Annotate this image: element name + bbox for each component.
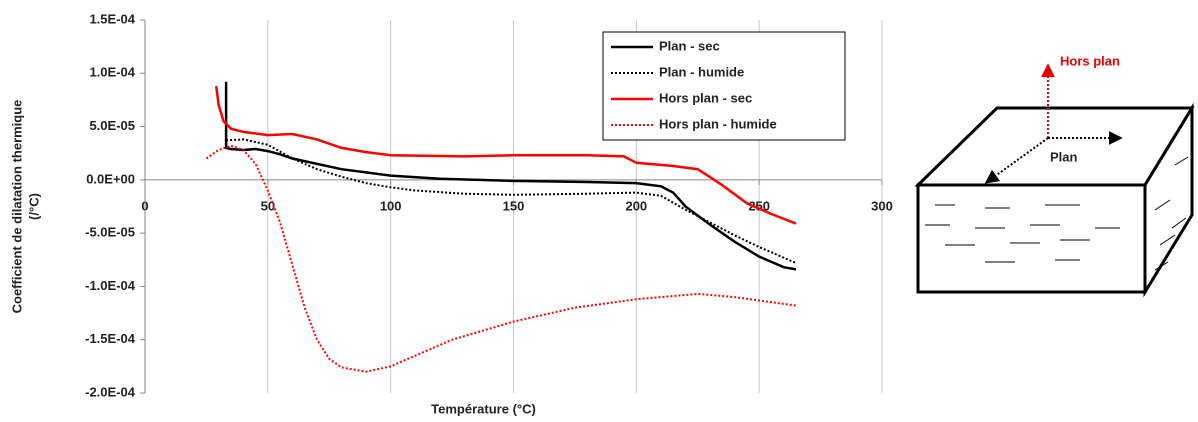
x-tick-label: 100 — [380, 198, 402, 213]
legend-label: Plan - sec — [659, 38, 720, 53]
data-line — [205, 144, 797, 373]
x-tick-label: 200 — [625, 198, 647, 213]
in-plane-arrow — [984, 137, 1049, 184]
y-tick-label: -1.0E-04 — [85, 278, 136, 293]
y-axis-label: (/°C) — [26, 193, 41, 220]
data-line — [214, 85, 797, 225]
data-line — [224, 81, 797, 271]
x-tick-label: 250 — [748, 198, 770, 213]
y-tick-label: 0.0E+00 — [86, 171, 135, 186]
specimen-diagram: Hors plan Plan — [914, 53, 1195, 298]
chart: 0501001502002503001.5E-041.0E-045.0E-050… — [9, 11, 892, 416]
legend-label: Plan - humide — [659, 64, 744, 79]
y-axis-label: Coefficient de dilatation thermique — [9, 100, 24, 314]
y-tick-label: -1.5E-04 — [85, 331, 136, 346]
y-tick-label: -2.0E-04 — [85, 384, 136, 399]
x-tick-label: 300 — [871, 198, 893, 213]
fibers — [925, 156, 1189, 271]
out-of-plane-label: Hors plan — [1060, 53, 1120, 68]
y-tick-label: -5.0E-05 — [85, 225, 135, 240]
box-front — [916, 183, 1147, 294]
y-tick-label: 5.0E-05 — [89, 118, 135, 133]
y-tick-label: 1.0E-04 — [89, 65, 135, 80]
legend-box — [602, 31, 846, 141]
legend-label: Hors plan - sec — [659, 90, 752, 105]
x-axis-label: Température (°C) — [431, 401, 536, 416]
x-tick-label: 150 — [503, 198, 525, 213]
y-tick-label: 1.5E-04 — [89, 11, 135, 26]
legend-label: Hors plan - humide — [659, 116, 777, 131]
in-plane-label: Plan — [1050, 149, 1078, 164]
